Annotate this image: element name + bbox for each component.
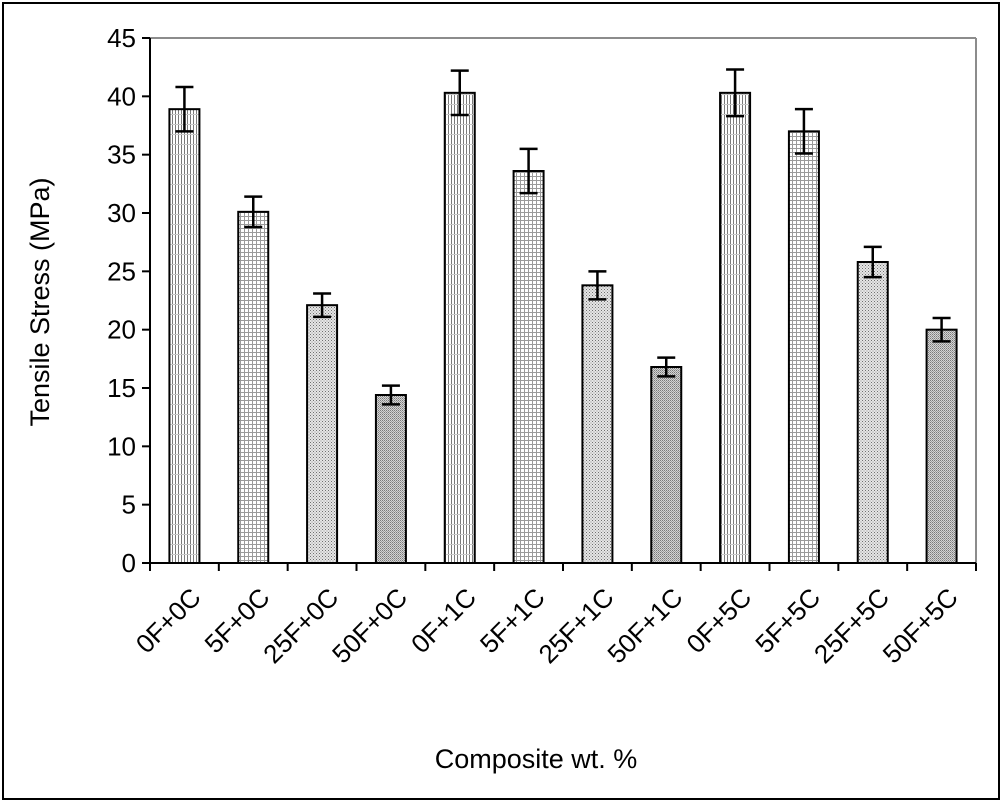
y-tick-label: 25	[107, 256, 136, 286]
bar-0f-5c	[719, 91, 752, 564]
x-tick-label: 25F+0C	[257, 582, 344, 669]
x-axis-ticks: 0F+0C5F+0C25F+0C50F+0C0F+1C5F+1C25F+1C50…	[130, 563, 977, 669]
error-bar-25f-0c	[313, 292, 332, 319]
error-bar-50f-1c	[657, 356, 676, 378]
y-tick-label: 15	[107, 373, 136, 403]
bar-series	[168, 91, 958, 565]
error-bar-5f-1c	[519, 147, 538, 195]
error-bar-5f-5c	[794, 107, 813, 155]
y-tick-label: 20	[107, 315, 136, 345]
error-bar-0f-5c	[726, 68, 745, 118]
x-tick-label: 25F+1C	[533, 582, 620, 669]
error-bars	[175, 68, 951, 406]
y-tick-label: 35	[107, 140, 136, 170]
y-tick-label: 40	[107, 81, 136, 111]
x-tick-label: 50F+1C	[601, 582, 688, 669]
bar-25f-0c	[306, 304, 339, 564]
error-bar-25f-1c	[588, 270, 607, 301]
bar-5f-0c	[237, 210, 270, 564]
x-tick-label: 25F+5C	[808, 582, 895, 669]
x-tick-label: 50F+0C	[326, 582, 413, 669]
bar-25f-5c	[856, 261, 889, 564]
bar-25f-1c	[581, 284, 614, 564]
bar-0f-0c	[168, 108, 201, 565]
x-axis-label: Composite wt. %	[435, 744, 638, 774]
error-bar-50f-5c	[932, 316, 951, 343]
y-axis-label: Tensile Stress (MPa)	[25, 177, 55, 426]
x-tick-label: 0F+1C	[405, 582, 482, 659]
bar-5f-1c	[512, 170, 545, 564]
error-bar-0f-1c	[450, 69, 469, 117]
error-bar-50f-0c	[381, 384, 400, 406]
bar-5f-5c	[787, 130, 820, 564]
y-tick-label: 5	[122, 490, 136, 520]
error-bar-0f-0c	[175, 85, 194, 133]
bar-50f-0c	[374, 394, 407, 564]
y-tick-label: 0	[122, 548, 136, 578]
error-bar-5f-0c	[244, 195, 263, 229]
bar-50f-1c	[650, 366, 683, 564]
error-bar-25f-5c	[863, 245, 882, 279]
y-tick-label: 30	[107, 198, 136, 228]
bar-0f-1c	[443, 91, 476, 564]
y-tick-label: 10	[107, 431, 136, 461]
x-tick-label: 0F+0C	[130, 582, 207, 659]
x-tick-label: 50F+5C	[877, 582, 964, 669]
y-tick-label: 45	[107, 23, 136, 53]
y-axis-ticks: 0 5 10 15 20 25 30 35 40 45	[107, 23, 150, 578]
bar-50f-5c	[925, 328, 958, 564]
x-tick-label: 0F+5C	[680, 582, 757, 659]
